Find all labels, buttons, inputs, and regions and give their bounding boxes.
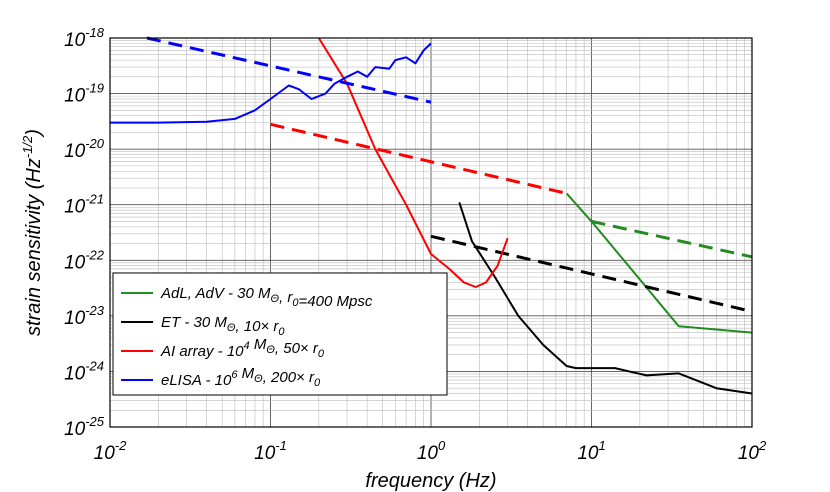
series-line-6 [110, 42, 432, 124]
y-tick-label: 10-24 [64, 358, 104, 384]
y-tick-label: 10-20 [64, 136, 105, 162]
x-tick-label: 10-2 [94, 438, 127, 464]
legend-label: eLISA - 106 MΘ, 200× r0 [161, 365, 321, 389]
legend-box [112, 272, 448, 396]
y-tick-label: 10-19 [64, 81, 104, 107]
y-tick-label: 10-18 [64, 25, 105, 51]
y-tick-label: 10-25 [64, 414, 105, 440]
y-axis-title-sup: -1/2 [20, 135, 35, 158]
legend-label: AdL, AdV - 30 MΘ, r0=400 Mpsc [160, 285, 373, 310]
y-tick-label: 10-23 [64, 303, 105, 329]
y-axis-title-tail: ) [23, 129, 45, 138]
legend-label: AI array - 104 MΘ, 50× r0 [160, 336, 325, 360]
x-tick-label: 100 [417, 438, 446, 464]
y-axis-title: strain sensitivity (Hz-1/2) [20, 129, 45, 336]
axis-ticks: 10-2 10-1 100 101 102 10-25 10-24 10-23 10-22 10-… [64, 25, 767, 464]
x-axis-title: frequency (Hz) [365, 470, 496, 492]
plot-frame [109, 37, 753, 428]
series-line-3 [430, 234, 753, 313]
series-line-4 [317, 37, 509, 288]
legend: AdL, AdV - 30 MΘ, r0=400 Mpsc ET - 30 MΘ,… [112, 272, 448, 396]
y-tick-label: 10-22 [64, 247, 105, 273]
legend-label: ET - 30 MΘ, 10× r0 [161, 314, 285, 338]
x-tick-label: 101 [577, 438, 605, 464]
y-axis-title-base: strain sensitivity (Hz [23, 158, 45, 336]
x-tick-label: 102 [738, 438, 767, 464]
x-tick-label: 10-1 [254, 438, 287, 464]
series-line-1 [591, 219, 753, 259]
y-tick-label: 10-21 [64, 192, 104, 218]
series-line-0 [565, 192, 753, 334]
series-line-5 [270, 122, 567, 195]
series-line-7 [146, 36, 432, 104]
data-series [110, 36, 753, 395]
series-line-2 [458, 202, 753, 395]
